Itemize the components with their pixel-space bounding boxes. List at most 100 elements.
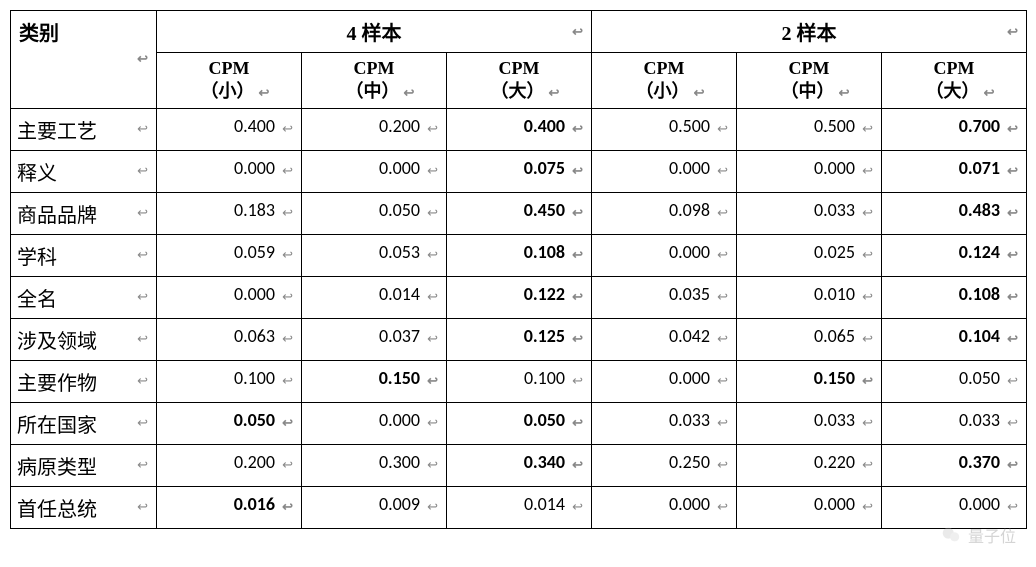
return-glyph-icon: ↩: [1007, 331, 1018, 347]
cell-value: 0.108↩: [447, 234, 592, 276]
row-label-text: 涉及领域: [17, 331, 97, 353]
cell-value: 0.150↩: [737, 360, 882, 402]
cell-number: 0.033: [959, 409, 1000, 431]
subcol-top: CPM: [745, 57, 873, 80]
table-row: 学科↩0.059↩0.053↩0.108↩0.000↩0.025↩0.124↩: [11, 234, 1027, 276]
return-glyph-icon: ↩: [282, 121, 293, 137]
cell-value: 0.000↩: [157, 276, 302, 318]
header-group-4-sample: 4 样本 ↩: [157, 11, 592, 53]
cell-number: 0.065: [814, 325, 855, 347]
cell-value: 0.200↩: [157, 444, 302, 486]
cell-number: 0.016: [234, 493, 275, 515]
cell-value: 0.220↩: [737, 444, 882, 486]
return-glyph-icon: ↩: [572, 415, 583, 431]
row-label-text: 主要工艺: [17, 121, 97, 143]
return-glyph-icon: ↩: [717, 163, 728, 179]
cell-value: 0.150↩: [302, 360, 447, 402]
return-glyph-icon: ↩: [694, 85, 705, 100]
cell-value: 0.500↩: [592, 108, 737, 150]
return-glyph-icon: ↩: [862, 415, 873, 431]
header-group-2-sample: 2 样本 ↩: [592, 11, 1027, 53]
return-glyph-icon: ↩: [1007, 163, 1018, 179]
cell-value: 0.025↩: [737, 234, 882, 276]
header-category-label: 类别: [19, 23, 59, 45]
cell-value: 0.124↩: [882, 234, 1027, 276]
watermark-text: 量子位: [968, 523, 1016, 547]
cell-number: 0.000: [814, 493, 855, 515]
table-body: 主要工艺↩0.400↩0.200↩0.400↩0.500↩0.500↩0.700…: [11, 108, 1027, 528]
row-label-text: 商品品牌: [17, 205, 97, 227]
return-glyph-icon: ↩: [1007, 247, 1018, 263]
cell-value: 0.250↩: [592, 444, 737, 486]
return-glyph-icon: ↩: [137, 499, 148, 515]
cell-value: 0.000↩: [737, 150, 882, 192]
cell-number: 0.000: [959, 493, 1000, 515]
cell-value: 0.035↩: [592, 276, 737, 318]
row-label: 释义↩: [11, 150, 157, 192]
cell-number: 0.050: [524, 409, 565, 431]
return-glyph-icon: ↩: [137, 51, 148, 67]
cell-value: 0.450↩: [447, 192, 592, 234]
return-glyph-icon: ↩: [427, 415, 438, 431]
cell-number: 0.035: [669, 283, 710, 305]
header-row-groups: 类别 ↩ 4 样本 ↩ 2 样本 ↩: [11, 11, 1027, 53]
return-glyph-icon: ↩: [1007, 457, 1018, 473]
table-row: 主要作物↩0.100↩0.150↩0.100↩0.000↩0.150↩0.050…: [11, 360, 1027, 402]
return-glyph-icon: ↩: [862, 331, 873, 347]
subcol-top: CPM: [165, 57, 293, 80]
cell-value: 0.700↩: [882, 108, 1027, 150]
return-glyph-icon: ↩: [572, 373, 583, 389]
cell-number: 0.000: [379, 157, 420, 179]
return-glyph-icon: ↩: [137, 289, 148, 305]
cell-value: 0.050↩: [882, 360, 1027, 402]
return-glyph-icon: ↩: [427, 499, 438, 515]
subcol-cpm-large-2: CPM （大）↩: [882, 53, 1027, 109]
return-glyph-icon: ↩: [862, 373, 873, 389]
cell-value: 0.183↩: [157, 192, 302, 234]
row-label-text: 全名: [17, 289, 57, 311]
table-row: 主要工艺↩0.400↩0.200↩0.400↩0.500↩0.500↩0.700…: [11, 108, 1027, 150]
cell-value: 0.100↩: [157, 360, 302, 402]
cell-number: 0.050: [959, 367, 1000, 389]
table-row: 全名↩0.000↩0.014↩0.122↩0.035↩0.010↩0.108↩: [11, 276, 1027, 318]
header-group-label: 2 样本: [782, 23, 837, 45]
cell-number: 0.500: [669, 115, 710, 137]
cell-number: 0.104: [959, 325, 1000, 347]
return-glyph-icon: ↩: [137, 415, 148, 431]
row-label: 涉及领域↩: [11, 318, 157, 360]
row-label-text: 主要作物: [17, 373, 97, 395]
cell-number: 0.183: [234, 199, 275, 221]
row-label: 病原类型↩: [11, 444, 157, 486]
cell-value: 0.000↩: [592, 360, 737, 402]
cell-value: 0.500↩: [737, 108, 882, 150]
subcol-bottom: （大）: [479, 80, 545, 103]
cell-value: 0.071↩: [882, 150, 1027, 192]
table-row: 释义↩0.000↩0.000↩0.075↩0.000↩0.000↩0.071↩: [11, 150, 1027, 192]
cell-value: 0.050↩: [302, 192, 447, 234]
return-glyph-icon: ↩: [427, 121, 438, 137]
cell-number: 0.059: [234, 241, 275, 263]
return-glyph-icon: ↩: [717, 373, 728, 389]
subcol-top: CPM: [600, 57, 728, 80]
cell-value: 0.009↩: [302, 486, 447, 528]
cell-value: 0.037↩: [302, 318, 447, 360]
cell-value: 0.000↩: [157, 150, 302, 192]
cell-number: 0.025: [814, 241, 855, 263]
cell-number: 0.100: [234, 367, 275, 389]
cell-value: 0.059↩: [157, 234, 302, 276]
return-glyph-icon: ↩: [427, 331, 438, 347]
return-glyph-icon: ↩: [862, 205, 873, 221]
cell-value: 0.033↩: [737, 402, 882, 444]
return-glyph-icon: ↩: [572, 163, 583, 179]
cell-value: 0.065 ↩: [737, 318, 882, 360]
cell-value: 0.483↩: [882, 192, 1027, 234]
return-glyph-icon: ↩: [572, 205, 583, 221]
cell-value: 0.400↩: [157, 108, 302, 150]
cell-number: 0.033: [669, 409, 710, 431]
return-glyph-icon: ↩: [137, 205, 148, 221]
header-group-label: 4 样本: [347, 23, 402, 45]
return-glyph-icon: ↩: [572, 121, 583, 137]
cell-value: 0.300↩: [302, 444, 447, 486]
subcol-bottom: （中）: [769, 80, 835, 103]
wechat-icon: [940, 524, 962, 546]
